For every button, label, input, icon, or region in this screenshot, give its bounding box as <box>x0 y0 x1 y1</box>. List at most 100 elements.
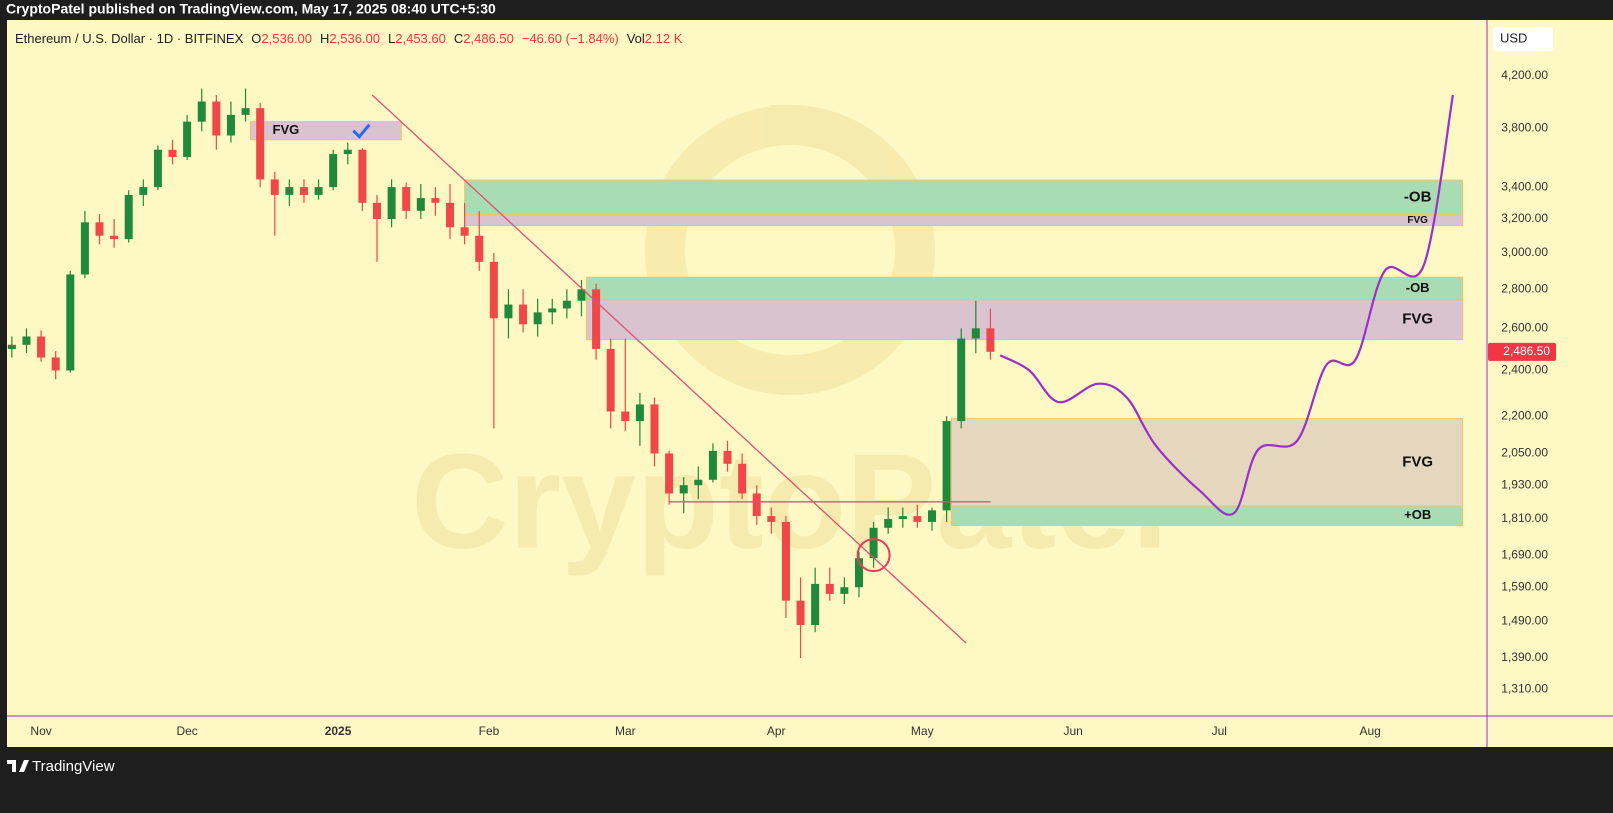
candle-body <box>548 308 557 313</box>
y-tick-label: 2,200.00 <box>1501 408 1548 422</box>
candle-body <box>840 587 849 594</box>
legend-item: 2.12 K <box>645 31 683 46</box>
candle-body <box>971 328 980 339</box>
legend-item: 2,536.00 <box>329 31 380 46</box>
candle-body <box>635 404 644 422</box>
y-tick-label: 1,690.00 <box>1501 547 1548 561</box>
candle-body <box>694 479 703 486</box>
candle-body <box>928 510 936 522</box>
candle-body <box>577 289 586 301</box>
publisher: CryptoPatel published on TradingView.com… <box>6 1 496 17</box>
candle-body <box>913 516 922 522</box>
x-tick-label: May <box>911 724 934 738</box>
legend: Ethereum / U.S. Dollar · 1D · BITFINEX O2… <box>15 31 683 46</box>
candle-body <box>811 583 820 625</box>
candle-body <box>767 516 776 522</box>
legend-item: L <box>388 31 395 46</box>
legend-item: 2,453.60 <box>395 31 446 46</box>
candle-body <box>110 235 119 240</box>
chart-background <box>7 20 1613 747</box>
candle-body <box>752 493 761 517</box>
candle-body <box>139 187 148 195</box>
candle-body <box>270 179 279 195</box>
candle-body <box>708 450 717 480</box>
candle-body <box>854 558 863 588</box>
candle-body <box>446 202 455 228</box>
candle-body <box>562 300 571 309</box>
projection-path <box>999 94 1455 516</box>
x-tick-label: Jun <box>1064 724 1083 738</box>
legend-item: 2,486.50 <box>463 31 514 46</box>
legend-item: 2,536.00 <box>261 31 312 46</box>
y-tick-label: 1,310.00 <box>1501 681 1548 695</box>
currency[interactable]: USD <box>1500 30 1527 45</box>
candle-body <box>387 187 396 220</box>
x-tick-label: Aug <box>1359 724 1380 738</box>
candle-body <box>504 304 513 319</box>
candle-body <box>285 187 294 195</box>
zone <box>950 418 1464 507</box>
y-tick-label: 2,600.00 <box>1501 320 1548 334</box>
candle-body <box>256 108 265 180</box>
zone <box>464 214 1464 227</box>
candle-body <box>358 149 367 203</box>
signal-marker <box>856 538 891 573</box>
legend-item: H <box>320 31 329 46</box>
x-tick-label: 2025 <box>325 724 352 738</box>
x-tick-label: Feb <box>479 724 500 738</box>
candle-body <box>329 154 338 188</box>
y-tick-label: 2,800.00 <box>1501 281 1548 295</box>
y-tick-label: 2,050.00 <box>1501 446 1548 460</box>
legend-item: Ethereum / U.S. Dollar · 1D · BITFINEX <box>15 31 244 46</box>
zone <box>249 121 402 141</box>
zone-label: +OB <box>1404 507 1431 522</box>
candle-body <box>416 198 425 211</box>
y-tick-label: 3,000.00 <box>1501 245 1548 259</box>
y-tick-label: 2,400.00 <box>1501 363 1548 377</box>
candle-body <box>606 348 615 412</box>
x-tick-label: Mar <box>615 724 636 738</box>
candle-body <box>402 187 411 211</box>
candle-body <box>314 187 323 195</box>
y-tick-label: 4,200.00 <box>1501 68 1548 82</box>
footer-brand: TradingView <box>32 758 115 775</box>
zone <box>464 179 1464 216</box>
candle-body <box>51 357 60 371</box>
candle-body <box>519 304 528 325</box>
zone-label: FVG <box>1402 453 1433 470</box>
candle-body <box>869 527 878 559</box>
candle-body <box>241 108 250 115</box>
zone <box>585 299 1464 341</box>
legend-item: O <box>251 31 261 46</box>
zone-label: FVG <box>1407 215 1428 226</box>
candle-body <box>533 312 542 325</box>
y-tick-label: 1,590.00 <box>1501 579 1548 593</box>
candle-body <box>7 344 16 349</box>
currency-button[interactable] <box>1493 27 1553 51</box>
candle-body <box>153 149 162 188</box>
candle-body <box>621 411 630 422</box>
zone <box>950 505 1464 526</box>
y-tick-label: 1,810.00 <box>1501 511 1548 525</box>
candle-body <box>168 149 177 157</box>
last-price-label: 2,486.50 <box>1503 344 1550 358</box>
last-price-box <box>1488 342 1556 361</box>
x-tick-label: Apr <box>767 724 786 738</box>
candle-body <box>197 101 206 122</box>
candle-body <box>80 222 89 275</box>
x-tick-label: Jul <box>1212 724 1227 738</box>
candle-body <box>124 194 133 240</box>
candle-body <box>884 519 893 528</box>
legend-item: −46.60 (−1.84%) <box>522 31 619 46</box>
candle-body <box>183 121 192 157</box>
candle-body <box>299 187 308 195</box>
check-mark <box>352 123 371 139</box>
candle-body <box>37 336 46 358</box>
trendline <box>371 94 967 644</box>
candle-body <box>343 149 352 155</box>
candle-body <box>226 114 235 136</box>
legend-item: Vol <box>627 31 645 46</box>
y-tick-label: 1,930.00 <box>1501 477 1548 491</box>
zone-label: -OB <box>1404 189 1432 206</box>
candle-body <box>212 101 221 136</box>
